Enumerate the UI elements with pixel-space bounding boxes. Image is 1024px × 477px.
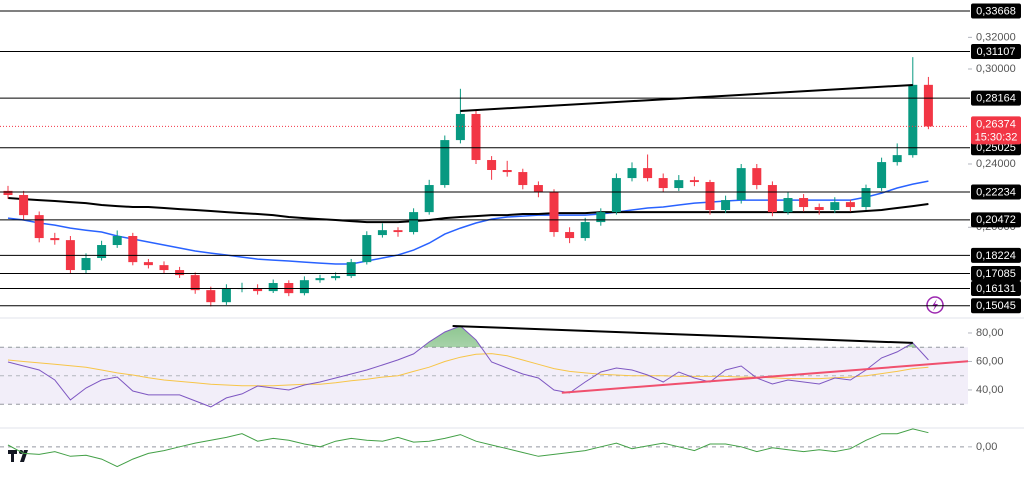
level-label: 0,28164 <box>976 92 1016 104</box>
candle-body <box>471 113 481 161</box>
candle-body <box>565 232 575 239</box>
level-label: 0,31107 <box>977 46 1016 58</box>
level-label: 0,22234 <box>976 186 1016 198</box>
candle-body <box>34 215 44 239</box>
last-price-box <box>971 116 1021 145</box>
candle-body <box>331 276 341 279</box>
level-label: 0,15045 <box>976 300 1016 312</box>
candle-body <box>315 278 325 281</box>
candle-body <box>736 168 746 201</box>
rsi-line <box>7 353 929 387</box>
level-label-box <box>971 298 1021 314</box>
candle-body <box>658 178 668 189</box>
y-tick-label: 0,24000 <box>976 158 1016 170</box>
price-axis: 0,320000,300000,240000,200000,336680,311… <box>968 3 1021 453</box>
countdown: 15:30:32 <box>975 131 1018 143</box>
candle-body <box>518 172 528 186</box>
trend-line <box>561 360 968 394</box>
candle-body <box>393 230 403 233</box>
candle-body <box>580 222 590 239</box>
candle-body <box>487 160 497 171</box>
candle-body <box>112 236 122 246</box>
level-label-box <box>971 184 1021 200</box>
candle-body <box>877 162 887 189</box>
candle-body <box>3 190 13 196</box>
candle-body <box>596 212 606 223</box>
candle-body <box>206 290 216 303</box>
candle-body <box>175 270 185 276</box>
candle-body <box>190 275 200 291</box>
candle-body <box>799 198 809 208</box>
level-label: 0,33668 <box>976 5 1016 17</box>
last-price-label: 0,26374 <box>976 118 1016 130</box>
candle-body <box>409 212 419 233</box>
candle-body <box>611 178 621 213</box>
y-tick-label: 0,30000 <box>976 63 1016 75</box>
level-label-box <box>971 212 1021 228</box>
candle-body <box>923 84 933 127</box>
overbought-fill <box>422 326 917 348</box>
candle-body <box>502 170 512 173</box>
candle-body <box>440 140 450 186</box>
candle-body <box>533 185 543 193</box>
level-label: 0,16131 <box>976 283 1016 295</box>
candle-body <box>81 258 91 271</box>
candle-body <box>861 188 871 208</box>
level-label-box <box>971 281 1021 297</box>
candle-body <box>627 168 637 179</box>
candle-body <box>845 202 855 208</box>
candle-body <box>50 238 60 241</box>
candle-body <box>128 236 138 263</box>
candle-body <box>346 262 356 277</box>
candle-body <box>783 198 793 213</box>
candle-body <box>253 288 263 292</box>
y-tick-label: 60,00 <box>976 355 1004 367</box>
candle-body <box>377 230 387 236</box>
level-label-box <box>971 3 1021 19</box>
candle-body <box>143 262 153 266</box>
level-label: 0,20472 <box>976 214 1016 226</box>
y-tick-label: 80,00 <box>976 327 1004 339</box>
level-label: 0,18224 <box>976 250 1016 262</box>
candle-body <box>752 168 762 186</box>
rsi-line <box>7 325 929 408</box>
candle-body <box>19 195 29 216</box>
candle-body <box>892 155 902 163</box>
candle-body <box>549 192 559 233</box>
candle-body <box>299 280 309 294</box>
level-label-box <box>971 265 1021 281</box>
candle-body <box>689 180 699 183</box>
candle-body <box>830 202 840 211</box>
level-label: 0,25025 <box>976 142 1016 154</box>
candle-body <box>721 200 731 211</box>
y-tick-label: 40,00 <box>976 384 1004 396</box>
candle-body <box>643 168 653 179</box>
candle-body <box>814 207 824 211</box>
candle-body <box>424 185 434 213</box>
plot-area <box>0 57 968 468</box>
y-tick-label: 0,00 <box>976 441 997 453</box>
level-label-box <box>971 90 1021 106</box>
candle-body <box>908 84 918 156</box>
candle-body <box>362 235 372 263</box>
candle-body <box>767 185 777 213</box>
candle-body <box>674 180 684 189</box>
candle-body <box>268 283 278 292</box>
candle-body <box>455 113 465 141</box>
level-label: 0,17085 <box>976 268 1016 280</box>
y-tick-label: 0,32000 <box>976 31 1016 43</box>
lightning-icon <box>926 296 944 314</box>
level-label-box <box>971 247 1021 263</box>
candle-body <box>97 245 107 259</box>
oscillator-line <box>7 428 929 468</box>
trend-line <box>452 324 913 344</box>
candle-body <box>221 288 231 303</box>
candle-body <box>159 265 169 271</box>
level-label-box <box>971 43 1021 59</box>
candle-body <box>705 182 715 211</box>
